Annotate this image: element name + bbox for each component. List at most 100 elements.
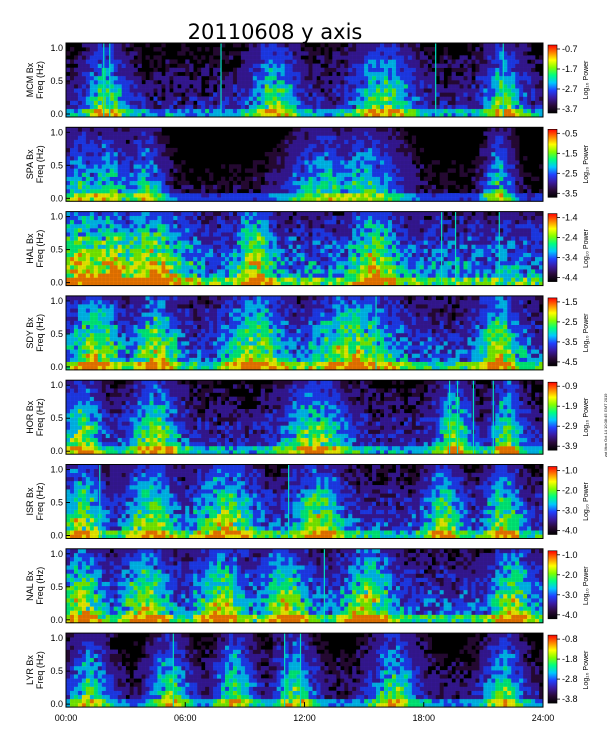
spectrogram-cell [185, 277, 190, 282]
spectrogram-cell [81, 156, 87, 161]
spectrogram-cell [252, 160, 258, 165]
spectrogram-cell [141, 104, 146, 110]
spectrogram-cell [149, 135, 154, 140]
spectrogram-cell [439, 59, 444, 64]
spectrogram-cell [69, 180, 75, 186]
spectrogram-cell [336, 232, 341, 237]
spectrogram-cell [157, 197, 162, 202]
spectrogram-cell [324, 219, 329, 225]
spectrogram-cell [483, 176, 488, 182]
spectrogram-cell [66, 197, 71, 202]
spectrogram-cell [479, 84, 484, 89]
spectrogram-cell [125, 104, 130, 110]
spectrogram-cell [467, 92, 472, 97]
spectrogram-cell [221, 176, 226, 182]
spectrogram-cell [284, 47, 289, 52]
spectrogram-cell [332, 232, 337, 237]
spectrogram-cell [232, 43, 238, 48]
spectrogram-cell [113, 80, 118, 85]
spectrogram-cell [280, 188, 285, 194]
spectrogram-cell [185, 92, 190, 97]
spectrogram-cell [332, 59, 337, 64]
spectrogram-cell [101, 184, 107, 190]
spectrogram-cell [499, 108, 504, 114]
spectrogram-cell [105, 193, 111, 198]
spectrogram-cell [495, 143, 500, 149]
spectrogram-cell [280, 139, 285, 145]
spectrogram-cell [356, 131, 361, 136]
spectrogram-cell [403, 92, 409, 97]
spectrogram-cell [177, 112, 182, 118]
spectrogram-cell [125, 55, 130, 60]
spectrogram-cell [312, 131, 317, 136]
spectrogram-cell [364, 108, 369, 114]
spectrogram-cell [324, 215, 329, 221]
spectrogram-cell [399, 63, 405, 68]
spectrogram-cell [93, 260, 99, 266]
spectrogram-cell [185, 59, 190, 64]
spectrogram-cell [364, 236, 369, 241]
spectrogram-cell [395, 273, 401, 278]
spectrogram-cell [531, 63, 536, 68]
spectrogram-cell [515, 112, 520, 118]
spectrogram-cell [193, 219, 198, 225]
spectrogram-cell [391, 172, 397, 177]
spectrogram-cell [181, 188, 186, 194]
spectrogram-cell [328, 188, 333, 194]
spectrogram-cell [403, 88, 409, 93]
spectrogram-cell [324, 96, 329, 101]
spectrogram-cell [256, 67, 262, 73]
spectrogram-cell [264, 172, 270, 177]
spectrogram-cell [340, 112, 345, 118]
spectrogram-cell [157, 256, 162, 262]
spectrogram-cell [66, 108, 71, 114]
spectrogram-cell [364, 240, 369, 245]
spectrogram-cell [105, 184, 111, 190]
spectrogram-cell [395, 147, 401, 153]
spectrogram-cell [81, 219, 87, 225]
spectrogram-cell [352, 240, 357, 245]
spectrogram-cell [328, 143, 333, 149]
spectrogram-cell [66, 59, 71, 64]
spectrogram-cell [97, 43, 103, 48]
spectrogram-cell [93, 232, 99, 237]
spectrogram-cell [503, 71, 508, 77]
spectrogram-cell [101, 236, 107, 241]
spectrogram-cell [81, 147, 87, 153]
spectrogram-cell [368, 55, 373, 60]
spectrogram-cell [352, 211, 357, 217]
spectrogram-cell [81, 43, 87, 48]
spectrogram-cell [141, 240, 146, 245]
spectrogram-cell [312, 265, 317, 270]
spectrogram-cell [181, 112, 186, 118]
spectrogram-cell [66, 223, 71, 229]
spectrogram-cell [137, 108, 142, 114]
spectrogram-cell [133, 156, 138, 161]
spectrogram-cell [415, 63, 421, 68]
spectrogram-cell [145, 197, 150, 202]
spectrogram-cell [221, 244, 226, 249]
spectrogram-cell [228, 269, 234, 274]
spectrogram-cell [312, 240, 317, 245]
spectrogram-cell [181, 252, 186, 258]
spectrogram-cell [312, 67, 317, 73]
spectrogram-cell [511, 96, 516, 101]
spectrogram-cell [324, 147, 329, 153]
spectrogram-cell [515, 59, 520, 64]
spectrogram-cell [69, 100, 75, 105]
spectrogram-cell [523, 47, 528, 52]
spectrogram-cell [368, 84, 373, 89]
spectrogram-cell [161, 193, 166, 198]
spectrogram-cell [157, 269, 162, 274]
spectrogram-cell [376, 135, 381, 140]
spectrogram-cell [276, 67, 281, 73]
spectrogram-cell [527, 184, 532, 190]
spectrogram-cell [332, 277, 337, 282]
spectrogram-cell [66, 164, 71, 169]
spectrogram-cell [304, 147, 309, 153]
spectrogram-cell [276, 112, 281, 118]
spectrogram-cell [213, 277, 218, 282]
spectrogram-cell [312, 168, 317, 173]
spectrogram-cell [129, 96, 134, 101]
spectrogram-cell [165, 277, 170, 282]
